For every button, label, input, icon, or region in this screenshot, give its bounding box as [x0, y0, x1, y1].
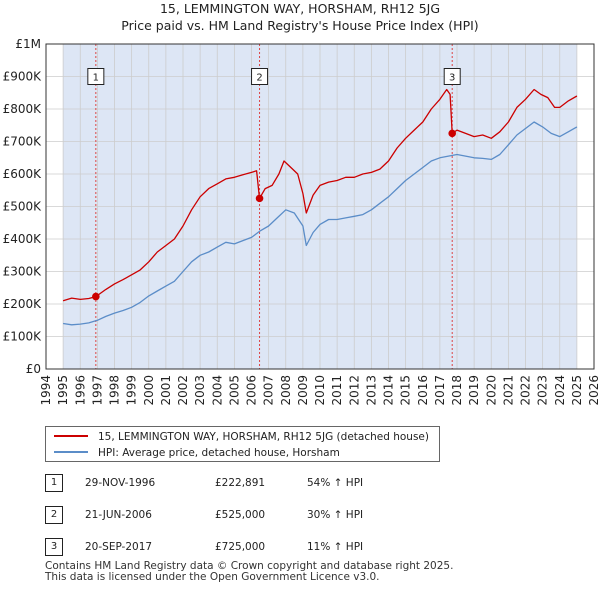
chart-title: 15, LEMMINGTON WAY, HORSHAM, RH12 5JG [160, 1, 440, 16]
sale-date: 29-NOV-1996 [85, 477, 156, 489]
sale-marker-box [443, 68, 461, 85]
x-tick-label: 2014 [382, 375, 396, 406]
y-tick-label: £500K [3, 200, 43, 214]
y-tick-label: £700K [3, 135, 43, 149]
x-axis-ticks: 1994 1995 1996 1997 1998 1999 2000 2001 2002 2003… [39, 375, 600, 406]
y-tick-label: £800K [3, 102, 43, 116]
legend-swatch-property [54, 435, 88, 437]
x-tick-label: 2005 [227, 375, 241, 406]
series-lines [62, 88, 578, 326]
footer-attribution: Contains HM Land Registry data © Crown c… [45, 561, 453, 583]
hpi-line [63, 121, 578, 326]
y-axis-ticks: £0 £100K £200K £300K £400K £500K £600K £700K £80… [3, 37, 43, 376]
legend-item-property: 15, LEMMINGTON WAY, HORSHAM, RH12 5JG (d… [54, 430, 429, 444]
x-tick-label: 2012 [347, 375, 361, 406]
x-tick-label: 2013 [364, 375, 378, 406]
legend: 15, LEMMINGTON WAY, HORSHAM, RH12 5JG (d… [45, 426, 440, 462]
legend-item-hpi: HPI: Average price, detached house, Hors… [54, 446, 340, 460]
x-tick-label: 2026 [587, 375, 600, 406]
x-tick-label: 2022 [519, 375, 533, 406]
y-tick-label: £900K [3, 70, 43, 84]
y-tick-label: £200K [3, 297, 43, 311]
sale-marker-lines: 1 2 3 [87, 44, 461, 369]
x-tick-label: 1994 [39, 375, 53, 406]
x-tick-label: 2010 [313, 375, 327, 406]
sale-point [255, 194, 264, 203]
y-tick-label: £100K [3, 330, 43, 344]
y-tick-label: £0 [26, 362, 41, 376]
x-tick-label: 1996 [73, 375, 87, 406]
x-tick-label: 1997 [90, 375, 104, 406]
property-price-line [62, 88, 578, 302]
y-tick-label: £1M [15, 37, 41, 51]
x-tick-label: 2011 [330, 375, 344, 406]
footer-line-1: Contains HM Land Registry data © Crown c… [45, 560, 454, 572]
x-tick-label: 2001 [159, 375, 173, 406]
sale-hpi-change: 11% ↑ HPI [307, 541, 364, 553]
sale-number-badge: 1 [45, 474, 63, 492]
x-tick-label: 1998 [108, 375, 122, 406]
sale-marker-label: 3 [449, 73, 455, 84]
x-tick-label: 2020 [484, 375, 498, 406]
sale-point [92, 292, 100, 301]
grid-lines [45, 43, 595, 370]
x-tick-label: 2025 [570, 375, 584, 406]
x-tick-label: 2016 [416, 375, 430, 406]
sale-price: £222,891 [215, 477, 266, 489]
sale-marker-label: 1 [93, 73, 99, 84]
legend-label-property: 15, LEMMINGTON WAY, HORSHAM, RH12 5JG (d… [98, 431, 429, 443]
x-tick-label: 2000 [142, 375, 156, 406]
sale-marker-box [251, 68, 269, 85]
x-tick-label: 2021 [501, 375, 515, 406]
y-tick-label: £600K [3, 167, 43, 181]
sale-number-badge: 2 [45, 506, 63, 524]
x-tick-label: 2002 [176, 375, 190, 406]
x-tick-label: 2007 [262, 375, 276, 406]
x-tick-label: 2017 [433, 375, 447, 406]
sale-marker-box [87, 68, 105, 85]
chart-subtitle: Price paid vs. HM Land Registry's House … [121, 18, 478, 33]
x-tick-label: 2008 [279, 375, 293, 406]
sale-marker-label: 2 [256, 73, 262, 84]
x-tick-label: 2018 [450, 375, 464, 406]
sale-price: £525,000 [215, 509, 266, 521]
sale-number-badge: 3 [45, 538, 63, 556]
x-tick-label: 2003 [193, 375, 207, 406]
axes [45, 43, 595, 370]
sale-points [92, 129, 457, 301]
x-tick-label: 2024 [553, 375, 567, 406]
plot-frame [45, 43, 595, 370]
legend-label-hpi: HPI: Average price, detached house, Hors… [98, 447, 340, 459]
x-tick-label: 2004 [210, 375, 224, 406]
x-tick-label: 2023 [536, 375, 550, 406]
x-tick-label: 1999 [125, 375, 139, 406]
y-tick-label: £300K [3, 265, 43, 279]
x-tick-label: 2006 [245, 375, 259, 406]
y-tick-label: £400K [3, 232, 43, 246]
x-tick-label: 2019 [467, 375, 481, 406]
sale-point [448, 129, 457, 138]
sale-hpi-change: 54% ↑ HPI [307, 477, 364, 489]
sale-date: 21-JUN-2006 [85, 509, 152, 521]
legend-swatch-hpi [54, 451, 88, 453]
sale-hpi-change: 30% ↑ HPI [307, 509, 364, 521]
x-tick-label: 2015 [399, 375, 413, 406]
footer-line-2: This data is licensed under the Open Gov… [45, 571, 380, 583]
price-chart: 15, LEMMINGTON WAY, HORSHAM, RH12 5JG Pr… [3, 1, 600, 406]
sale-price: £725,000 [215, 541, 266, 553]
sale-date: 20-SEP-2017 [85, 541, 153, 553]
x-tick-label: 2009 [296, 375, 310, 406]
x-tick-label: 1995 [56, 375, 70, 406]
